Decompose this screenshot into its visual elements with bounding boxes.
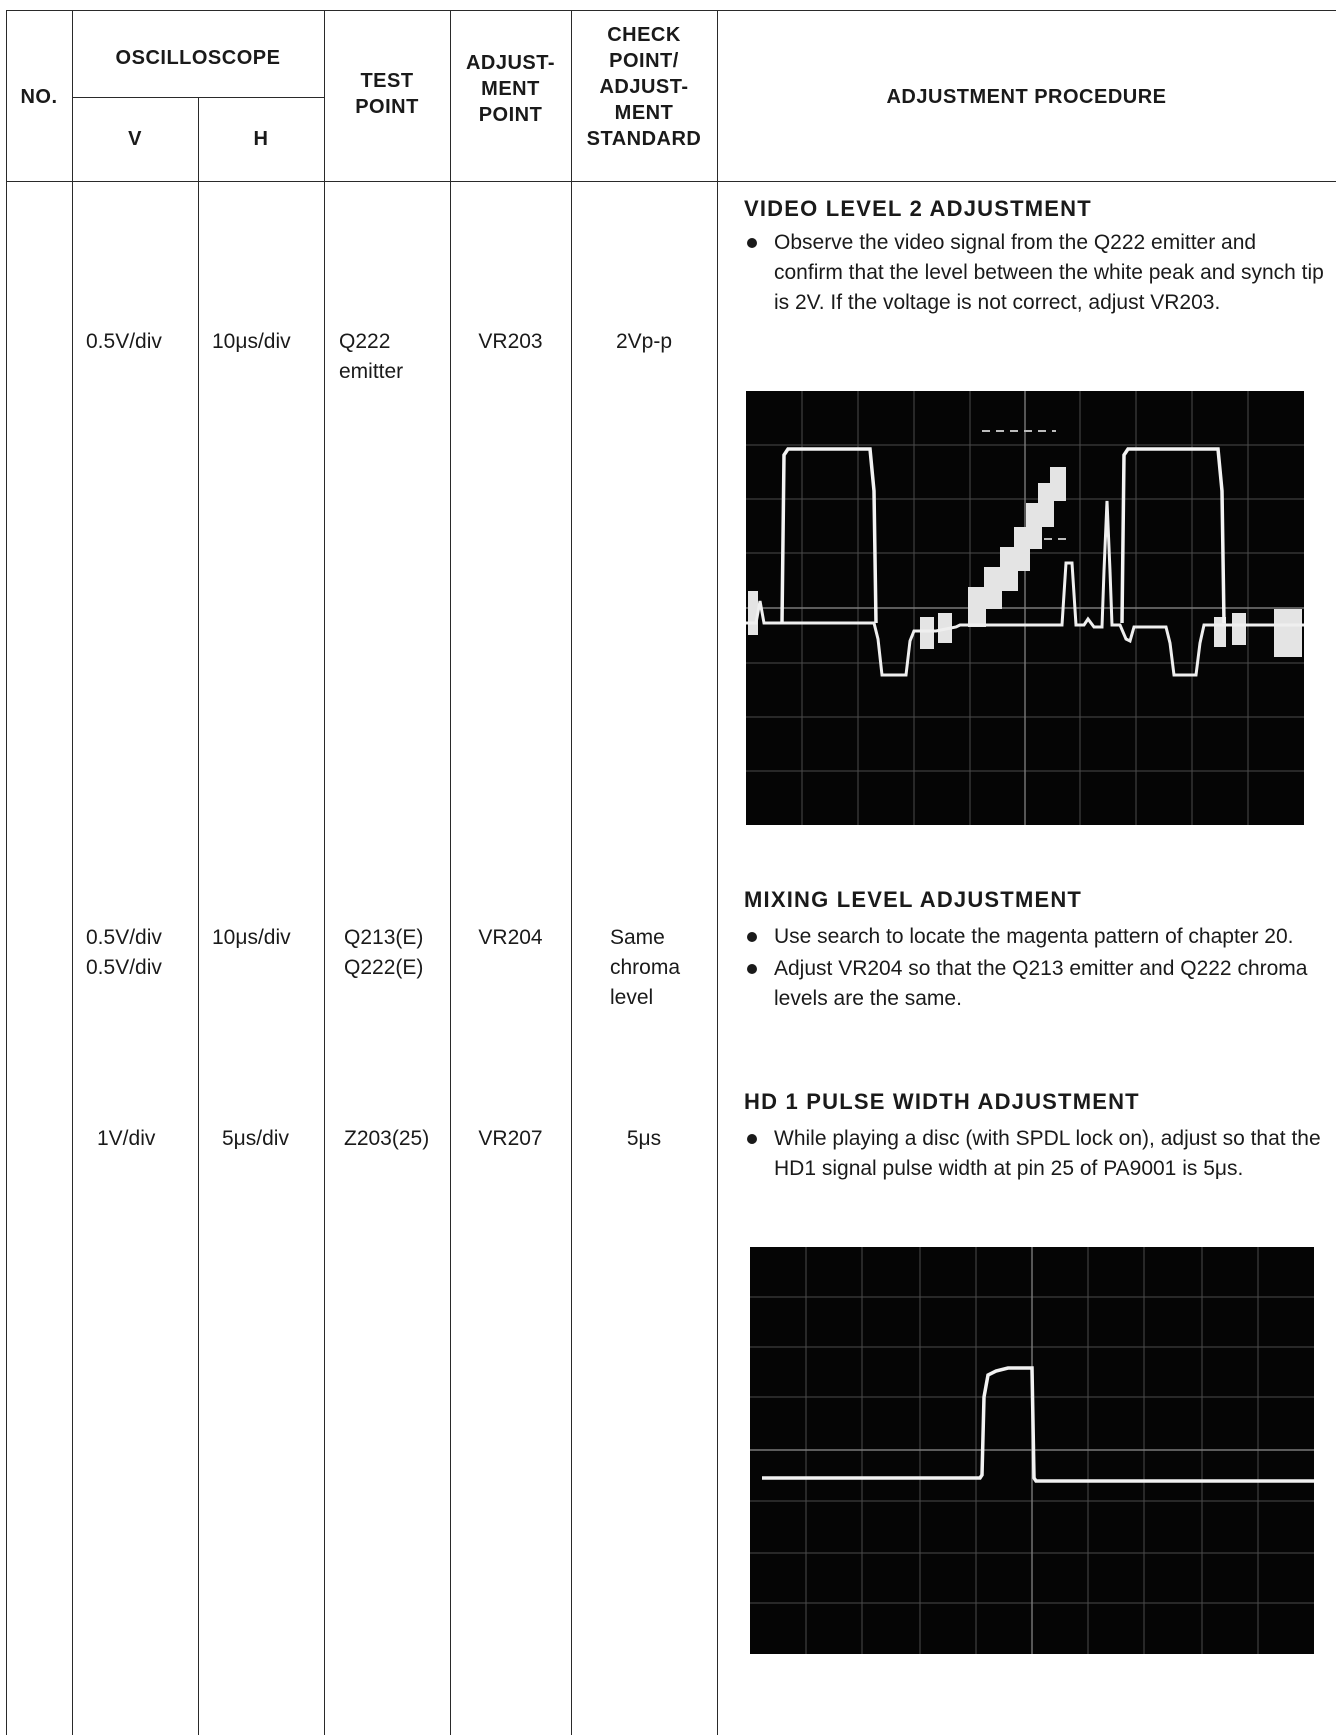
procedure-step: Use search to locate the magenta pattern… [744, 922, 1324, 952]
row1-standard: 2Vp-p [615, 330, 673, 353]
table-border-left [6, 10, 7, 1735]
column-divider [324, 10, 325, 1735]
column-divider [717, 10, 718, 1735]
procedure-step: Adjust VR204 so that the Q213 emitter an… [744, 954, 1324, 1014]
header-bottom-rule [6, 181, 1336, 182]
column-divider [571, 10, 572, 1735]
row2-v: 0.5V/div 0.5V/div [86, 926, 162, 979]
header-check-point-standard: CHECK POINT/ ADJUST- MENT STANDARD [586, 24, 702, 150]
video-waveform-trace [746, 500, 1304, 677]
white-peak-trace-left [780, 447, 878, 624]
row2-test-point: Q213(E) Q222(E) [344, 926, 424, 979]
column-divider [198, 97, 199, 1735]
header-adjustment-point: ADJUST- MENT POINT [465, 52, 556, 126]
row1-test-point: Q222 emitter [339, 330, 404, 383]
row3-adjust-point: VR207 [478, 1127, 543, 1150]
row3-h: 5μs/div [222, 1127, 289, 1150]
row2-adjust-point: VR204 [478, 926, 543, 949]
header-test-point: TEST POINT [355, 70, 419, 118]
oscilloscope-grid-video [746, 391, 1304, 825]
row3-standard: 5μs [626, 1127, 662, 1150]
header-h: H [253, 128, 269, 150]
column-divider [450, 10, 451, 1735]
chroma-burst-steps [748, 467, 1302, 657]
waveform-photo-hd1-pulse [750, 1247, 1314, 1654]
row1-v: 0.5V/div [86, 330, 162, 353]
header-adjustment-procedure: ADJUSTMENT PROCEDURE [886, 86, 1167, 108]
row2-standard: Same chroma level [610, 926, 681, 1009]
header-no: NO. [20, 86, 58, 108]
row2-procedure-title: MIXING LEVEL ADJUSTMENT [744, 887, 1083, 912]
row1-procedure-title: VIDEO LEVEL 2 ADJUSTMENT [744, 196, 1092, 221]
column-divider [72, 10, 73, 1735]
oscilloscope-grid-hd1 [750, 1247, 1314, 1654]
oscilloscope-header-divider [72, 97, 324, 98]
scope-center-axes [746, 391, 1304, 825]
row1-h: 10μs/div [212, 330, 291, 353]
header-oscilloscope: OSCILLOSCOPE [115, 47, 281, 69]
row3-v: 1V/div [97, 1127, 156, 1150]
procedure-step: While playing a disc (with SPDL lock on)… [744, 1124, 1324, 1184]
row2-h: 10μs/div [212, 926, 291, 949]
reference-marks [982, 430, 1070, 540]
header-v: V [128, 128, 142, 150]
row3-procedure-list: While playing a disc (with SPDL lock on)… [744, 1124, 1324, 1186]
row3-procedure-title: HD 1 PULSE WIDTH ADJUSTMENT [744, 1089, 1140, 1114]
hd1-pulse-trace [762, 1366, 1314, 1483]
procedure-step: Observe the video signal from the Q222 e… [744, 228, 1324, 318]
row1-procedure-list: Observe the video signal from the Q222 e… [744, 228, 1324, 320]
row1-adjust-point: VR203 [478, 330, 543, 353]
row3-test-point: Z203(25) [344, 1127, 430, 1150]
row2-procedure-list: Use search to locate the magenta pattern… [744, 922, 1324, 1016]
table-border-top [6, 10, 1336, 11]
waveform-photo-video-level [746, 391, 1304, 825]
white-peak-trace-right [1120, 447, 1226, 624]
